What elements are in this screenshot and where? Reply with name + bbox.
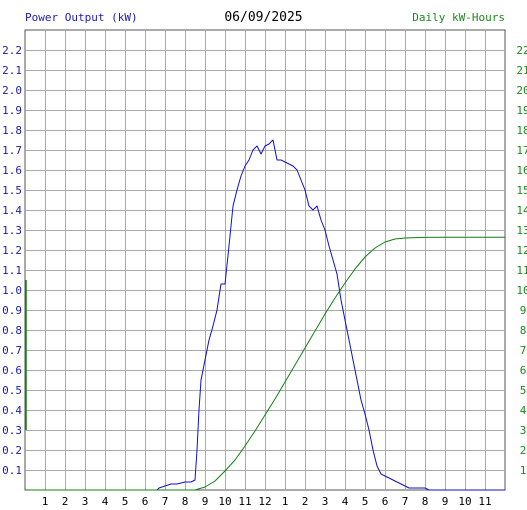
y-right-tick-label: 10	[516, 284, 527, 297]
y-left-tick-label: 1.7	[2, 144, 22, 157]
y-left-tick-label: 1.9	[2, 104, 22, 117]
y-right-tick-label: 4	[520, 404, 527, 417]
y-right-tick-label: 20	[516, 84, 527, 97]
y-right-tick-label: 22	[516, 44, 527, 57]
y-left-tick-label: 1.0	[2, 284, 22, 297]
y-right-tick-label: 21	[516, 64, 527, 77]
y-right-tick-label: 12	[516, 244, 527, 257]
x-tick-label: 1	[282, 495, 289, 508]
x-tick-label: 4	[342, 495, 349, 508]
x-tick-label: 12	[258, 495, 271, 508]
x-tick-label: 8	[182, 495, 189, 508]
y-right-tick-label: 15	[516, 184, 527, 197]
x-tick-label: 7	[162, 495, 169, 508]
left-axis-title: Power Output (kW)	[25, 11, 138, 24]
y-right-tick-label: 17	[516, 144, 527, 157]
y-right-tick-label: 6	[520, 364, 527, 377]
y-right-tick-label: 1	[520, 464, 527, 477]
y-left-tick-label: 0.5	[2, 384, 22, 397]
y-right-tick-label: 11	[516, 264, 527, 277]
y-left-tick-label: 0.3	[2, 424, 22, 437]
y-left-tick-label: 1.2	[2, 244, 22, 257]
chart-date: 06/09/2025	[224, 10, 303, 25]
y-left-tick-label: 0.4	[2, 404, 22, 417]
y-right-tick-label: 2	[520, 444, 527, 457]
y-left-tick-label: 0.9	[2, 304, 22, 317]
y-right-tick-label: 5	[520, 384, 527, 397]
y-right-tick-label: 7	[520, 344, 527, 357]
x-tick-label: 9	[442, 495, 449, 508]
y-left-tick-label: 1.8	[2, 124, 22, 137]
y-right-tick-label: 18	[516, 124, 527, 137]
x-tick-label: 1	[42, 495, 49, 508]
energy-series-line	[25, 236, 505, 491]
y-left-tick-label: 0.7	[2, 344, 22, 357]
y-right-tick-label: 14	[516, 204, 527, 217]
y-left-tick-label: 1.6	[2, 164, 22, 177]
x-tick-label: 6	[382, 495, 389, 508]
y-right-tick-label: 13	[516, 224, 527, 237]
right-axis-title: Daily kW-Hours	[412, 11, 505, 24]
x-tick-label: 5	[362, 495, 369, 508]
x-tick-label: 11	[478, 495, 491, 508]
x-tick-label: 9	[202, 495, 209, 508]
x-tick-label: 8	[422, 495, 429, 508]
y-left-tick-label: 2.0	[2, 84, 22, 97]
y-left-tick-label: 0.2	[2, 444, 22, 457]
y-right-tick-label: 19	[516, 104, 527, 117]
y-right-tick-label: 16	[516, 164, 527, 177]
x-tick-label: 10	[218, 495, 231, 508]
x-tick-label: 6	[142, 495, 149, 508]
x-tick-label: 4	[102, 495, 109, 508]
y-left-tick-label: 1.4	[2, 204, 22, 217]
x-tick-label: 5	[122, 495, 129, 508]
y-left-tick-label: 0.1	[2, 464, 22, 477]
y-left-tick-label: 1.3	[2, 224, 22, 237]
x-tick-label: 2	[302, 495, 309, 508]
x-tick-label: 11	[238, 495, 251, 508]
y-left-tick-label: 2.1	[2, 64, 22, 77]
y-left-tick-label: 0.8	[2, 324, 22, 337]
y-left-tick-label: 0.6	[2, 364, 22, 377]
y-right-tick-label: 8	[520, 324, 527, 337]
y-right-tick-label: 9	[520, 304, 527, 317]
x-tick-label: 7	[402, 495, 409, 508]
y-left-tick-label: 1.1	[2, 264, 22, 277]
y-left-tick-label: 2.2	[2, 44, 22, 57]
power-series-line	[25, 139, 505, 491]
x-tick-label: 2	[62, 495, 69, 508]
x-tick-label: 3	[322, 495, 329, 508]
x-tick-label: 3	[82, 495, 89, 508]
x-tick-label: 10	[458, 495, 471, 508]
y-right-tick-label: 3	[520, 424, 527, 437]
y-left-tick-label: 1.5	[2, 184, 22, 197]
